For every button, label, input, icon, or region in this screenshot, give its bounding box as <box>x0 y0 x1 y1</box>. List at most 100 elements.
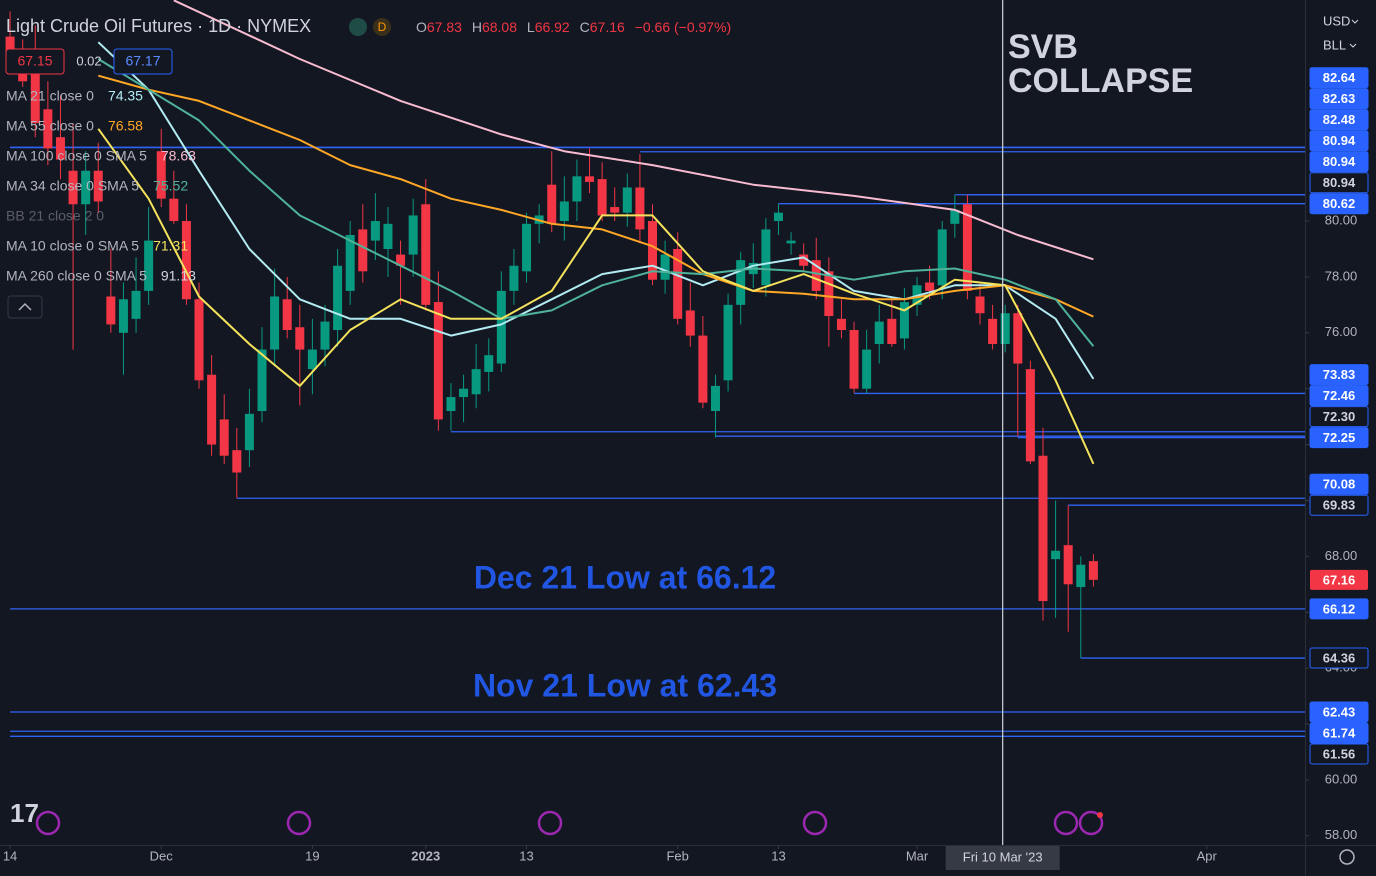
candle-body <box>509 265 519 291</box>
price-label-box <box>1309 406 1369 428</box>
candle-body <box>975 296 985 314</box>
price-label: 72.25 <box>1323 430 1356 445</box>
price-label-box <box>1309 473 1369 495</box>
candle-body <box>824 271 834 317</box>
candle-body <box>685 310 695 336</box>
collapse-legend-button[interactable] <box>7 295 43 319</box>
status-icon[interactable] <box>349 18 367 36</box>
price-label: 72.30 <box>1323 409 1356 424</box>
current-price-label: 67.16 <box>1323 572 1356 587</box>
overlay: Light Crude Oil Futures · 1D · NYMEX D O… <box>5 13 1359 865</box>
annotation: Nov 21 Low at 62.43 <box>473 667 777 703</box>
price-label: 80.94 <box>1323 154 1356 169</box>
price-label-box <box>1309 385 1369 407</box>
legend-name: MA 21 close 0 <box>6 88 94 104</box>
legend-name: MA 100 close 0 SMA 5 <box>6 148 147 164</box>
candle-body <box>471 369 481 395</box>
candle-body <box>1000 313 1010 344</box>
candle-body <box>43 109 53 149</box>
data-icon[interactable] <box>373 18 391 36</box>
ohlc-value: 67.83 <box>427 19 462 35</box>
candle-body <box>761 229 771 286</box>
ohlc-letter: H <box>472 19 482 35</box>
candle-body <box>836 318 846 331</box>
event-icon[interactable] <box>537 810 563 836</box>
candle-body <box>962 204 972 291</box>
price-label-box <box>1309 494 1369 516</box>
candle-body <box>496 290 506 364</box>
candle-body <box>370 221 380 241</box>
price-label-box <box>1309 701 1369 723</box>
price-label-box <box>1309 109 1369 131</box>
event-icons <box>35 810 1104 836</box>
change: −0.66 (−0.97%) <box>635 19 732 35</box>
buy-box[interactable] <box>113 48 173 75</box>
candle-body <box>257 349 267 412</box>
settings-icon[interactable] <box>1339 849 1355 865</box>
price-label-box <box>1309 172 1369 194</box>
price-label-box <box>1309 598 1369 620</box>
candle-body <box>710 385 720 412</box>
price-label-box <box>1309 130 1369 152</box>
symbol-title: Light Crude Oil Futures · 1D · NYMEX <box>6 16 311 36</box>
candle-body <box>849 330 859 389</box>
currency[interactable]: USD <box>1323 13 1350 28</box>
event-icon[interactable] <box>286 810 312 836</box>
price-label: 72.46 <box>1323 388 1356 403</box>
candle-body <box>30 67 40 124</box>
y-tick-label: 68.00 <box>1325 548 1358 563</box>
price-label-box <box>1309 722 1369 744</box>
price-label: 80.94 <box>1323 133 1356 148</box>
sell-box[interactable] <box>5 48 65 75</box>
legend-value: 91.13 <box>161 268 196 284</box>
price-label: 61.74 <box>1323 725 1356 740</box>
spread: 0.02 <box>76 53 101 68</box>
price-label-box <box>1309 151 1369 173</box>
candle-body <box>219 419 229 456</box>
candle-body <box>862 349 872 389</box>
event-icon[interactable] <box>1078 810 1104 836</box>
candle-body <box>333 265 343 331</box>
x-tick-label: Dec <box>150 848 174 863</box>
event-icon[interactable] <box>1053 810 1079 836</box>
candle-body <box>396 254 406 266</box>
x-tick-label: 13 <box>519 848 533 863</box>
candle-body <box>988 318 998 344</box>
x-tick-label: Feb <box>666 848 688 863</box>
price-label: 69.83 <box>1323 498 1356 513</box>
x-tick-label: 14 <box>3 848 17 863</box>
candle-body <box>698 335 708 403</box>
ohlc-letter: L <box>527 19 535 35</box>
candle-body <box>1063 545 1073 585</box>
price-label: 61.56 <box>1323 746 1356 761</box>
candle-body <box>622 187 632 213</box>
y-tick-label: 76.00 <box>1325 324 1358 339</box>
ohlc-line: O67.83 H68.08 L66.92 C67.16 −0.66 (−0.97… <box>416 19 731 35</box>
candle-body <box>736 260 746 305</box>
candle-body <box>232 450 242 473</box>
candle-body <box>244 413 254 451</box>
price-label: 80.94 <box>1323 175 1356 190</box>
unit[interactable]: BLL <box>1323 37 1346 52</box>
event-icon[interactable] <box>35 810 61 836</box>
candle-body <box>547 184 557 224</box>
candle-body <box>446 397 456 412</box>
candle-body <box>282 299 292 331</box>
annotation: Dec 21 Low at 66.12 <box>474 559 776 595</box>
candle-body <box>118 299 128 333</box>
legend-value: 74.35 <box>108 88 143 104</box>
candle-body <box>181 221 191 300</box>
ma-line <box>97 58 1095 347</box>
ma-line <box>173 0 1094 261</box>
y-tick-label: 58.00 <box>1325 827 1358 842</box>
current-price-box <box>1310 569 1368 590</box>
ohlc-letter: O <box>416 19 427 35</box>
price-label: 66.12 <box>1323 601 1356 616</box>
candle-body <box>610 207 620 213</box>
ohlc-value: 66.92 <box>535 19 570 35</box>
price-label-box <box>1309 67 1369 89</box>
candle-body <box>799 254 809 266</box>
candle-body <box>421 204 431 305</box>
event-icon[interactable] <box>802 810 828 836</box>
